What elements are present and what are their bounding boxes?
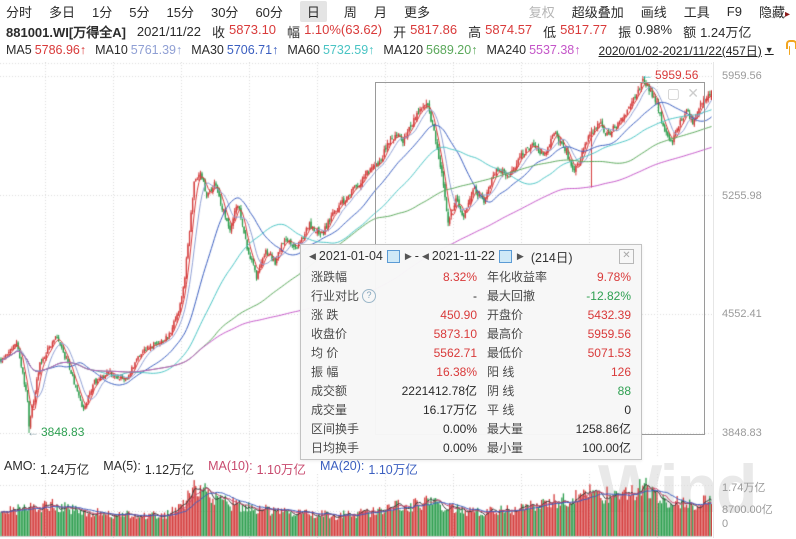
stats-row: 日均换手 0.00% 最小量 100.00亿 bbox=[311, 440, 631, 456]
vol-tick-3: 0 bbox=[722, 518, 729, 530]
quote-change: 幅 1.10%(63.62) bbox=[287, 21, 383, 40]
calendar-icon[interactable] bbox=[386, 249, 400, 263]
quote-bar: 881001.WI[万得全A] 2021/11/22 收 5873.10 幅 1.1… bbox=[6, 22, 790, 40]
quote-close: 收 5873.10 bbox=[212, 21, 277, 40]
date-range-selector[interactable]: 2020/01/02-2021/11/22(457日) ▼ bbox=[598, 43, 774, 58]
tab-5min[interactable]: 5分 bbox=[129, 4, 150, 20]
plot-right-edge bbox=[713, 62, 714, 538]
help-icon[interactable]: ? bbox=[362, 288, 377, 303]
vol-tick-2: 8700.00亿 bbox=[722, 504, 773, 516]
date-separator: - bbox=[414, 249, 419, 263]
stats-row: 收盘价 5873.10 最高价 5959.56 bbox=[311, 326, 631, 342]
arrow-left-icon: ← bbox=[27, 425, 39, 439]
next-start-date-icon[interactable]: ▶ bbox=[404, 250, 412, 261]
tab-30min[interactable]: 30分 bbox=[210, 4, 239, 20]
amo-ma10-value: MA(10): 1.10万亿 bbox=[208, 459, 306, 477]
vol-tick-1: 1.74万亿 bbox=[722, 482, 766, 494]
stats-row: 涨跌幅 8.32% 年化收益率 9.78% bbox=[311, 269, 631, 285]
super-overlay-button[interactable]: 超级叠加 bbox=[571, 4, 624, 20]
low-price-annotation: ← 3848.83 bbox=[27, 425, 85, 439]
chevron-down-icon: ▼ bbox=[764, 45, 774, 55]
stats-row: 行业对比? - 最大回撤 -12.82% bbox=[311, 288, 631, 303]
amo-value: AMO: 1.24万亿 bbox=[4, 459, 90, 477]
calendar-icon[interactable] bbox=[498, 249, 512, 263]
price-tick-3: 4552.41 bbox=[722, 308, 762, 320]
price-tick-2: 5255.98 bbox=[722, 190, 762, 202]
panel-close-icon[interactable]: ✕ bbox=[619, 248, 634, 264]
stats-row: 均 价 5562.71 最低价 5071.53 bbox=[311, 345, 631, 361]
adjust-price-button[interactable]: 复权 bbox=[528, 4, 555, 20]
restore-icon[interactable]: ▢ bbox=[666, 85, 680, 101]
tab-daily[interactable]: 日 bbox=[299, 0, 327, 22]
period-toolbar: 分时 多日 1分 5分 15分 30分 60分 日 周 月 更多 复权 超级叠加… bbox=[6, 0, 790, 22]
end-date[interactable]: 2021-11-22 bbox=[431, 249, 495, 263]
interval-stats-panel: ◀ 2021-01-04 ▶ - ◀ 2021-11-22 ▶ (214日) ✕… bbox=[300, 244, 642, 460]
tab-weekly[interactable]: 周 bbox=[343, 4, 357, 20]
tab-more[interactable]: 更多 bbox=[403, 4, 430, 20]
f9-button[interactable]: F9 bbox=[726, 3, 742, 19]
volume-indicator-bar: AMO: 1.24万亿 MA(5): 1.12万亿 MA(10): 1.10万亿 MA… bbox=[4, 459, 418, 477]
ma30-value: MA30 5706.71↑ bbox=[191, 43, 279, 57]
stats-row: 振 幅 16.38% 阳 线 126 bbox=[311, 364, 631, 380]
start-date[interactable]: 2021-01-04 bbox=[318, 249, 383, 263]
ma240-value: MA240 5537.38↑ bbox=[486, 43, 581, 57]
prev-end-date-icon[interactable]: ◀ bbox=[421, 250, 429, 261]
expand-arrow-icon: ▸ bbox=[784, 8, 790, 20]
ma120-value: MA120 5689.20↑ bbox=[383, 43, 478, 57]
tools-button[interactable]: 工具 bbox=[683, 4, 710, 20]
high-price-annotation: ← 5959.56 bbox=[641, 68, 699, 82]
stats-row: 成交额 2221412.78亿阴 线 88 bbox=[311, 383, 631, 399]
tab-60min[interactable]: 60分 bbox=[255, 4, 283, 20]
period-group: 分时 多日 1分 5分 15分 30分 60分 日 周 月 更多 bbox=[6, 0, 430, 22]
tab-fenshi[interactable]: 分时 bbox=[6, 4, 33, 20]
symbol-name[interactable]: 881001.WI[万得全A] bbox=[6, 24, 126, 40]
stats-row: 涨 跌 450.90 开盘价 5432.39 bbox=[311, 307, 631, 323]
quote-high: 高 5874.57 bbox=[468, 21, 533, 40]
quote-turnover: 额 1.24万亿 bbox=[683, 24, 752, 40]
tools-group: 复权 超级叠加 画线 工具 F9 隐藏▸ bbox=[529, 2, 790, 21]
close-icon[interactable]: ✕ bbox=[687, 85, 699, 101]
tab-monthly[interactable]: 月 bbox=[373, 4, 387, 20]
amo-ma5-value: MA(5): 1.12万亿 bbox=[103, 459, 195, 477]
tab-duori[interactable]: 多日 bbox=[49, 4, 76, 20]
price-tick-4: 3848.83 bbox=[722, 427, 762, 439]
tab-15min[interactable]: 15分 bbox=[166, 4, 194, 20]
unlock-icon[interactable] bbox=[784, 39, 796, 55]
interval-days: (214日) bbox=[530, 250, 573, 265]
volume-chart[interactable] bbox=[0, 474, 712, 538]
ma10-value: MA10 5761.39↑ bbox=[95, 43, 183, 57]
arrow-left-icon: ← bbox=[641, 68, 653, 82]
quote-amplitude: 振 0.98% bbox=[618, 21, 673, 40]
next-end-date-icon[interactable]: ▶ bbox=[516, 250, 524, 261]
quote-low: 低 5817.77 bbox=[543, 21, 608, 40]
stats-row: 区间换手 0.00% 最大量 1258.86亿 bbox=[311, 421, 631, 437]
draw-line-button[interactable]: 画线 bbox=[640, 4, 667, 20]
hide-button[interactable]: 隐藏▸ bbox=[758, 4, 790, 20]
price-tick-1: 5959.56 bbox=[722, 70, 762, 82]
quote-open: 开 5817.86 bbox=[393, 21, 458, 40]
quote-date: 2021/11/22 bbox=[136, 23, 202, 39]
ma5-value: MA5 5786.96↑ bbox=[6, 43, 87, 57]
stats-panel-header: ◀ 2021-01-04 ▶ - ◀ 2021-11-22 ▶ (214日) ✕ bbox=[301, 245, 641, 267]
amo-ma20-value: MA(20): 1.10万亿 bbox=[319, 459, 418, 477]
ma60-value: MA60 5732.59↑ bbox=[287, 43, 375, 57]
ma-bar: MA5 5786.96↑ MA10 5761.39↑ MA30 5706.71↑ MA… bbox=[6, 39, 796, 59]
prev-start-date-icon[interactable]: ◀ bbox=[309, 250, 316, 261]
tab-1min[interactable]: 1分 bbox=[92, 4, 113, 20]
